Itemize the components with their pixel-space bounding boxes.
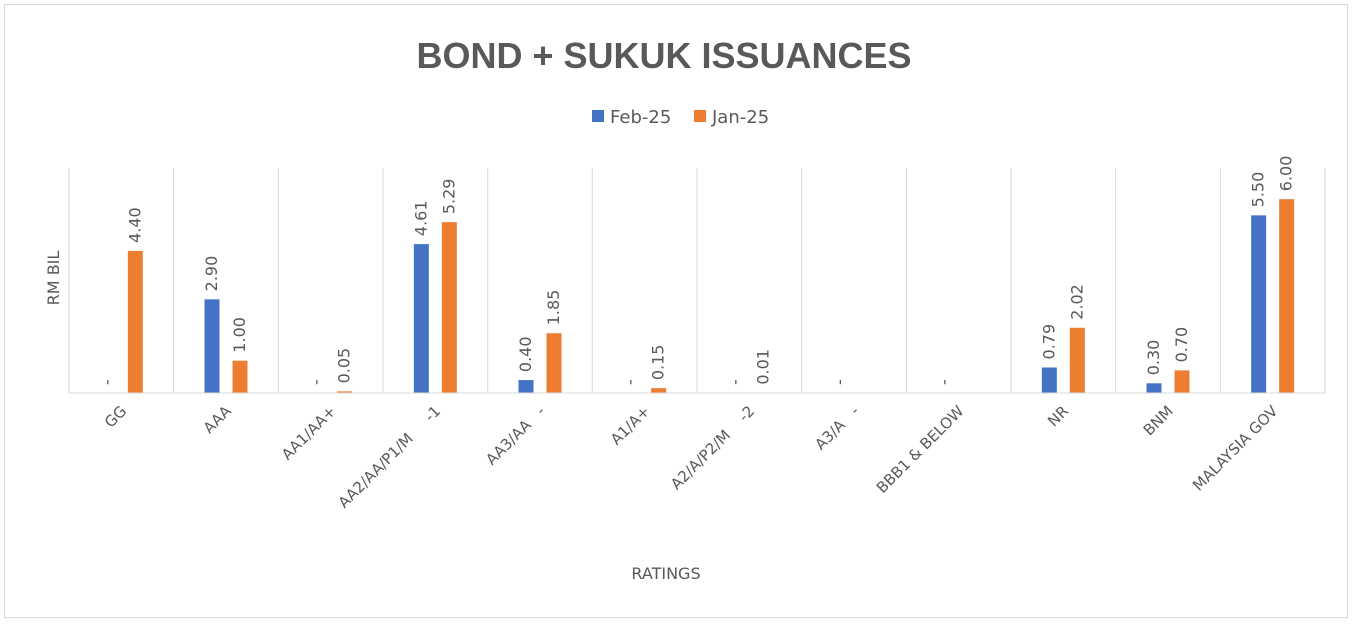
data-label-jan-25-4: 1.85 bbox=[544, 290, 563, 326]
category-label-10: BNM bbox=[1140, 402, 1177, 439]
y-axis-title: RM BIL bbox=[44, 251, 63, 306]
bar-jan-25-10 bbox=[1174, 370, 1190, 393]
legend-label-jan-25: Jan-25 bbox=[711, 107, 769, 128]
bar-feb-25-4 bbox=[518, 380, 534, 393]
category-label-7: A3/A - bbox=[811, 402, 863, 454]
data-label-jan-25-11: 6.00 bbox=[1277, 156, 1296, 192]
data-label-feb-25-6: - bbox=[725, 379, 744, 385]
data-label-feb-25-1: 2.90 bbox=[202, 256, 221, 292]
data-label-jan-25-1: 1.00 bbox=[230, 317, 249, 353]
bar-jan-25-0 bbox=[127, 250, 143, 393]
bar-feb-25-11 bbox=[1251, 215, 1267, 393]
category-label-5: A1/A+ bbox=[607, 402, 653, 448]
category-label-0: GG bbox=[101, 402, 130, 431]
bar-feb-25-9 bbox=[1041, 367, 1057, 393]
bar-jan-25-1 bbox=[232, 360, 248, 393]
bar-jan-25-9 bbox=[1069, 327, 1085, 393]
x-axis-title: RATINGS bbox=[631, 564, 700, 583]
category-label-9: NR bbox=[1044, 402, 1072, 430]
data-label-jan-25-9: 2.02 bbox=[1067, 284, 1086, 320]
category-label-1: AAA bbox=[200, 402, 236, 438]
data-label-jan-25-5: 0.15 bbox=[649, 345, 668, 381]
data-label-feb-25-5: - bbox=[621, 379, 640, 385]
legend-label-feb-25: Feb-25 bbox=[610, 107, 671, 128]
data-label-feb-25-10: 0.30 bbox=[1144, 340, 1163, 376]
data-label-feb-25-8: - bbox=[935, 379, 954, 385]
data-label-jan-25-6: 0.01 bbox=[753, 349, 772, 385]
data-label-feb-25-7: - bbox=[830, 379, 849, 385]
bar-jan-25-11 bbox=[1279, 199, 1295, 393]
bar-jan-25-4 bbox=[546, 333, 562, 393]
category-label-6: A2/A/P2/M -2 bbox=[667, 402, 758, 493]
chart-title: BOND + SUKUK ISSUANCES bbox=[416, 35, 911, 76]
category-tick-labels: GG AAA AA1/AA+AA2/AA/P1/M -1 AA3/AA - A1/A+ A… bbox=[101, 402, 1282, 512]
bars bbox=[127, 199, 1295, 393]
data-label-jan-25-0: 4.40 bbox=[125, 207, 144, 243]
data-label-feb-25-9: 0.79 bbox=[1039, 324, 1058, 360]
category-label-4: AA3/AA - bbox=[482, 402, 549, 469]
category-label-2: AA1/AA+ bbox=[278, 402, 340, 464]
bar-feb-25-10 bbox=[1146, 383, 1162, 393]
data-label-feb-25-3: 4.61 bbox=[411, 200, 430, 236]
bar-feb-25-1 bbox=[204, 299, 220, 393]
data-label-feb-25-4: 0.40 bbox=[516, 336, 535, 372]
legend: Feb-25 Jan-25 bbox=[592, 107, 769, 128]
bar-jan-25-3 bbox=[441, 222, 457, 393]
data-label-jan-25-3: 5.29 bbox=[439, 179, 458, 215]
data-label-jan-25-2: 0.05 bbox=[335, 348, 354, 384]
category-label-11: MALAYSIA GOV bbox=[1189, 402, 1282, 495]
category-label-3: AA2/AA/P1/M -1 bbox=[335, 402, 445, 512]
category-label-8: BBB1 & BELOW bbox=[873, 402, 968, 497]
data-label-feb-25-11: 5.50 bbox=[1249, 172, 1268, 208]
category-gridlines bbox=[68, 168, 1326, 393]
data-labels: - 4.40 2.90 1.00 - 0.05 4.61 5.29 0.40 1.85 - 0.15 -… bbox=[97, 156, 1295, 385]
data-label-feb-25-2: - bbox=[307, 379, 326, 385]
legend-swatch-feb-25 bbox=[592, 110, 604, 122]
bar-jan-25-2 bbox=[337, 391, 353, 393]
bar-feb-25-3 bbox=[413, 244, 429, 393]
bar-jan-25-5 bbox=[651, 388, 667, 393]
chart-frame bbox=[4, 4, 1348, 618]
data-label-feb-25-0: - bbox=[97, 379, 116, 385]
legend-swatch-jan-25 bbox=[694, 110, 706, 122]
data-label-jan-25-10: 0.70 bbox=[1172, 327, 1191, 363]
